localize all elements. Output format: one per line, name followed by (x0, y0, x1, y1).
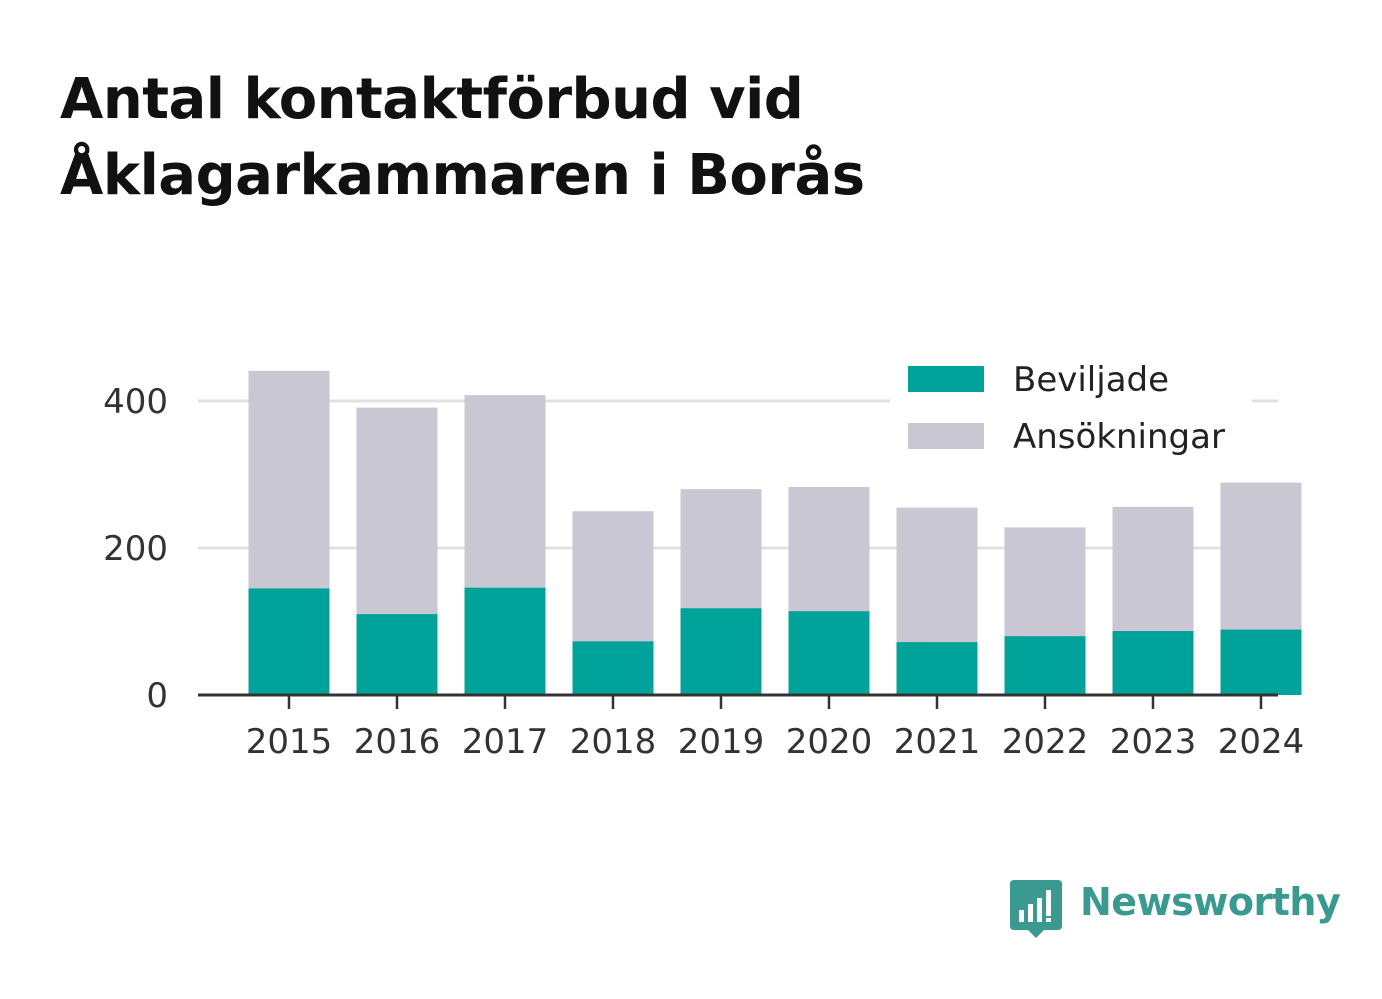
x-tick-label: 2022 (1002, 722, 1089, 762)
legend-swatch-1 (908, 366, 984, 392)
x-tick-label: 2024 (1218, 722, 1305, 762)
axes: 0 200 400 2015 2016 2017 2018 2019 2020 2021 2022 2… (103, 382, 1304, 762)
brand-name: Newsworthy (1080, 880, 1341, 924)
chart-title-line-1: Antal kontaktförbud vid (60, 67, 804, 132)
bar-beviljade-2019 (680, 608, 762, 695)
x-tick-label: 2021 (894, 722, 981, 762)
y-tick-label: 400 (103, 382, 168, 422)
bar-beviljade-2016 (356, 614, 438, 695)
chart-title: Antal kontaktförbud vid Åklagarkammaren … (60, 62, 1160, 214)
bar-beviljade-2021 (896, 642, 978, 695)
bar-beviljade-2017 (464, 587, 546, 695)
x-tick-label: 2016 (354, 722, 441, 762)
bar-beviljade-2018 (572, 641, 654, 695)
legend-label-2: Ansökningar (1013, 417, 1225, 457)
bar-beviljade-2023 (1112, 631, 1194, 695)
bars (248, 370, 1302, 695)
bar-beviljade-2015 (248, 588, 330, 695)
brand-logo: Newsworthy (1010, 872, 1341, 942)
legend-swatch-2 (908, 423, 984, 449)
x-tick-label: 2017 (462, 722, 549, 762)
legend: Beviljade Ansökningar (890, 352, 1252, 470)
bar-beviljade-2020 (788, 611, 870, 695)
x-tick-label: 2018 (570, 722, 657, 762)
y-tick-label: 200 (103, 529, 168, 569)
x-tick-label: 2023 (1110, 722, 1197, 762)
bar-beviljade-2022 (1004, 636, 1086, 695)
x-tick-label: 2020 (786, 722, 873, 762)
bar-beviljade-2024 (1220, 629, 1302, 695)
x-tick-label: 2015 (246, 722, 333, 762)
bar-chart-speech-bubble-icon (1010, 880, 1062, 938)
x-tick-label: 2019 (678, 722, 765, 762)
chart-title-line-2: Åklagarkammaren i Borås (60, 143, 865, 208)
legend-label-1: Beviljade (1013, 360, 1169, 400)
y-tick-label: 0 (146, 676, 168, 716)
